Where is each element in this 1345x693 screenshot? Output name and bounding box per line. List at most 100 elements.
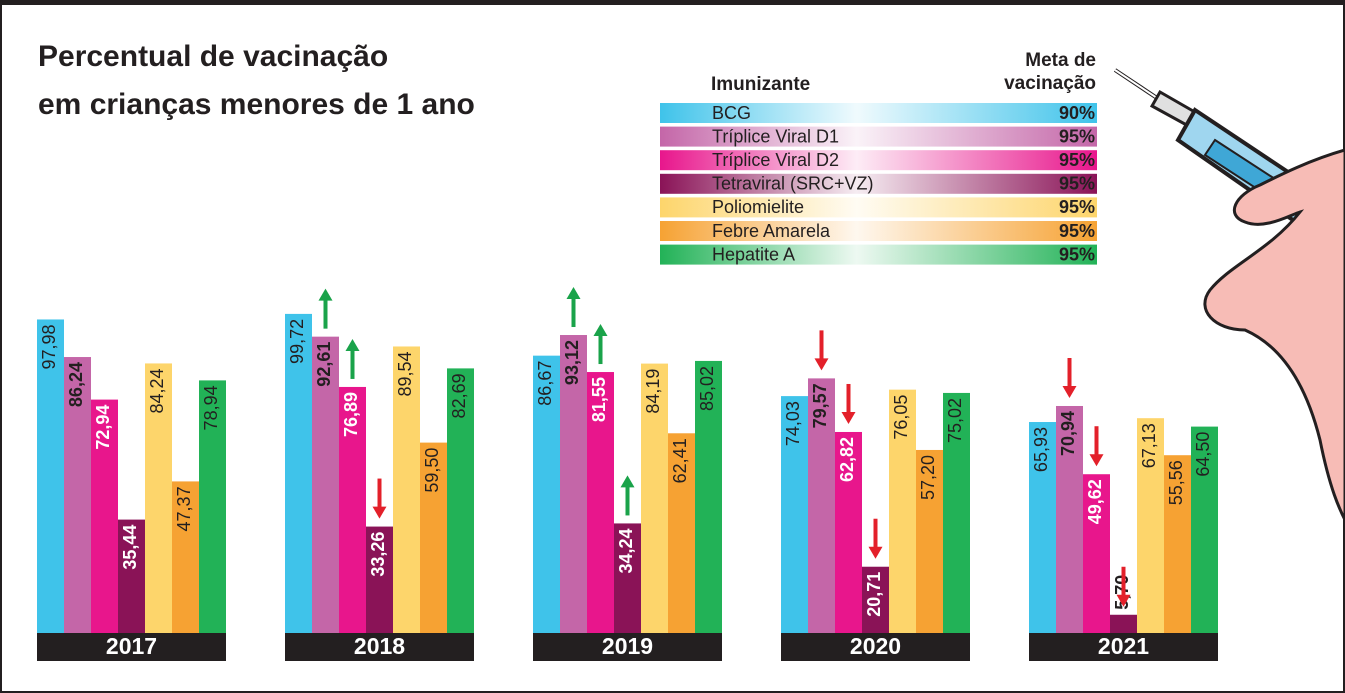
data-label: 20,71 [864,572,884,617]
legend-swatch [660,103,1097,123]
data-label: 65,93 [1031,427,1051,472]
data-label: 84,24 [147,368,167,413]
data-label: 33,26 [368,532,388,577]
bar [64,357,91,633]
trend-arrow-head [620,475,635,488]
bar [393,346,420,633]
year-band [37,633,226,661]
bar [339,386,366,633]
data-label: 55,56 [1166,460,1186,505]
goal-label: 95% [1059,244,1095,264]
trend-arrow-head [841,411,856,424]
goal-label: 95% [1059,126,1095,146]
legend-label: Poliomielite [712,197,804,217]
data-label: 75,02 [945,398,965,443]
goal-label: 95% [1059,150,1095,170]
trend-arrow-head [1062,385,1077,398]
trend-arrow-head [318,288,333,301]
legend-swatch [660,221,1097,241]
bar [37,319,64,633]
bar [1056,405,1083,633]
legend-label: BCG [712,103,751,123]
legend-label: Tetraviral (SRC+VZ) [712,174,874,194]
legend-swatch [660,173,1097,194]
trend-arrow-head [372,506,387,519]
bar [1083,474,1110,633]
year-band [285,633,474,661]
data-label: 93,12 [562,340,582,385]
legend-swatch [660,126,1097,147]
legend-title: Imunizante [711,74,810,95]
goal-label: 95% [1059,174,1095,194]
year-band [781,633,970,661]
data-label: 82,69 [449,373,469,418]
trend-arrow-head [1089,454,1104,467]
bar [862,566,889,633]
trend-arrow-head [345,338,360,351]
data-label: 85,02 [697,366,717,411]
data-label: 76,89 [341,392,361,437]
bar [587,372,614,633]
bar [641,363,668,633]
data-label: 99,72 [287,319,307,364]
bar [118,519,145,633]
data-label: 74,03 [783,401,803,446]
bar [781,396,808,633]
goal-label: 90% [1059,103,1095,123]
bar [447,368,474,633]
bar [916,449,943,633]
data-label: 92,61 [314,342,334,387]
data-label: 67,13 [1139,423,1159,468]
trend-arrow-head [593,324,608,337]
data-label: 78,94 [201,385,221,430]
bar [943,392,970,633]
data-label: 72,94 [93,405,113,450]
illustration [1113,68,1345,521]
bar [199,380,226,633]
data-label: 34,24 [616,528,636,573]
trend-arrow-head [566,287,581,300]
data-label: 76,05 [891,395,911,440]
bar [1164,455,1191,633]
data-label: 79,57 [810,383,830,428]
data-label: 64,50 [1193,432,1213,477]
bar [533,355,560,633]
bar [889,389,916,633]
x-tick-label: 2019 [602,633,653,659]
legend-swatch [660,197,1097,218]
bar [366,526,393,633]
x-tick-label: 2021 [1098,633,1149,659]
data-label: 62,41 [670,438,690,483]
legend-swatch [660,244,1097,265]
bar [1110,614,1137,633]
legend-label: Febre Amarela [712,221,831,241]
data-label: 62,82 [837,437,857,482]
bar [285,313,312,633]
bar [420,442,447,633]
trend-arrow-head [868,546,883,559]
data-label: 86,24 [66,362,86,407]
data-label: 47,37 [174,486,194,531]
data-label: 57,20 [918,455,938,500]
legend-swatch [660,150,1097,171]
hand [1203,148,1345,521]
data-label: 49,62 [1085,479,1105,524]
x-tick-label: 2020 [850,633,901,659]
goal-label: 95% [1059,221,1095,241]
bar [1029,422,1056,633]
bar [312,336,339,633]
bar [614,523,641,633]
bar [808,378,835,633]
bar [835,431,862,633]
data-label: 81,55 [589,377,609,422]
bar [1191,426,1218,633]
data-label: 97,98 [39,324,59,369]
chart-title: em crianças menores de 1 ano [38,88,475,121]
x-tick-label: 2018 [354,633,405,659]
chart-title: Percentual de vacinação [38,40,388,73]
needle-inner [1114,69,1161,101]
data-label: 86,67 [535,361,555,406]
bar [695,360,722,633]
